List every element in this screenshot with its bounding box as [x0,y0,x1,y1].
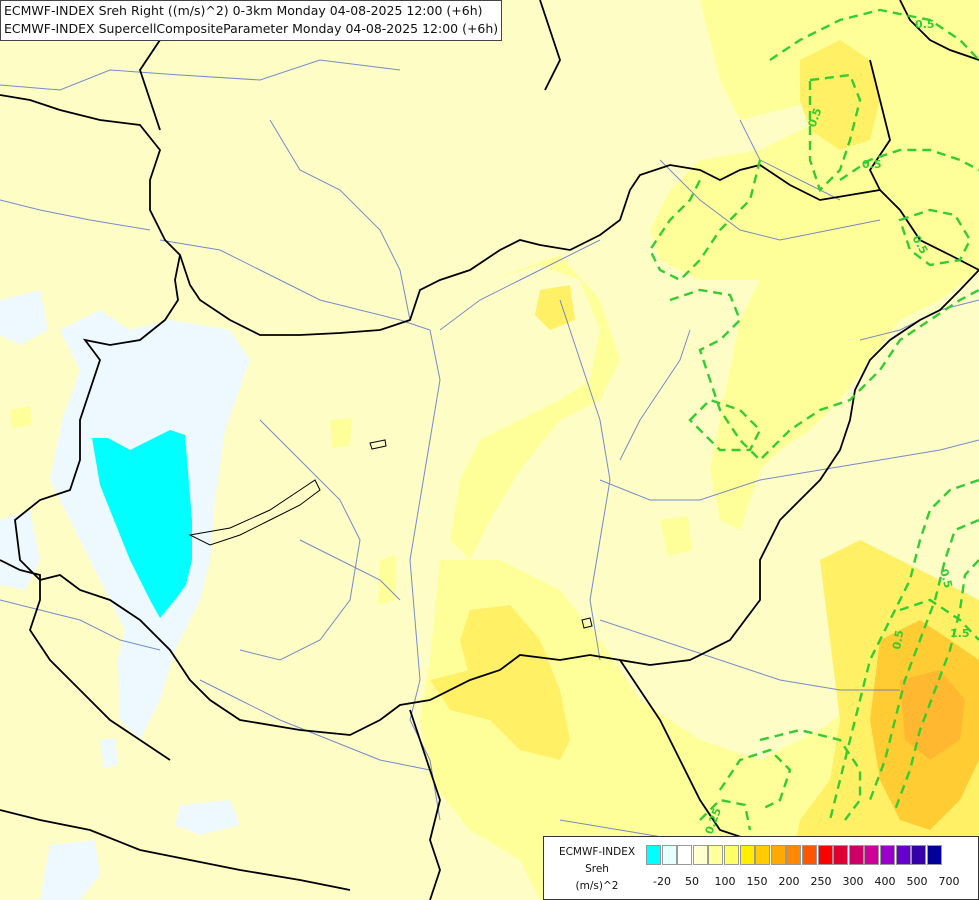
lakes [188,439,593,629]
legend-swatch [724,845,739,865]
title-line-1: ECMWF-INDEX Sreh Right ((m/s)^2) 0-3km M… [4,3,483,18]
legend-swatch [833,845,849,865]
legend-tick-label: 200 [778,875,800,888]
legend-swatch [864,845,880,865]
rivers [0,59,979,861]
legend-tick-label: 150 [746,875,768,888]
legend-name: ECMWF-INDEX [558,846,636,858]
legend-swatch [739,845,755,865]
legend-tick-label: 500 [906,875,928,888]
contour-label: 0.5 [862,158,882,171]
map-title: ECMWF-INDEX Sreh Right ((m/s)^2) 0-3km M… [0,0,503,41]
high-sreh-area-core [900,670,965,760]
contour-label: 0.5 [890,629,906,650]
legend-swatch [646,845,661,865]
legend-tick-label: 400 [874,875,896,888]
negative-sreh-area [92,430,192,618]
contour-label: 0.5 [806,106,825,129]
contour-label: 1.5 [950,627,970,640]
contour-label: 0.5 [937,567,955,589]
legend-swatch [817,845,833,865]
contour-label: 0.5 [915,18,935,31]
legend-swatch [911,845,927,865]
color-legend: ECMWF-INDEX Sreh (m/s)^2 -20 50 100 150 200 2… [543,836,979,900]
legend-swatch [770,845,786,865]
legend-tick-label: 250 [810,875,832,888]
scp-contours [648,8,979,831]
legend-swatch [802,845,817,865]
legend-swatch [895,845,911,865]
legend-unit: (m/s)^2 [575,880,619,892]
legend-swatch [880,845,895,865]
legend-tick-label: 100 [714,875,736,888]
legend-swatch [661,845,677,865]
legend-swatch [926,845,942,865]
title-line-2: ECMWF-INDEX SupercellCompositeParameter … [4,21,499,36]
legend-tick-label: 700 [938,875,960,888]
legend-swatch [786,845,802,865]
legend-swatch [677,845,693,865]
legend-swatch [692,845,708,865]
legend-variable: Sreh [585,863,609,875]
legend-swatch [708,845,724,865]
legend-swatch [848,845,864,865]
legend-tick-label: -20 [653,875,671,888]
legend-tick-label: 50 [685,875,699,888]
legend-swatch [755,845,771,865]
legend-tick-label: 300 [842,875,864,888]
